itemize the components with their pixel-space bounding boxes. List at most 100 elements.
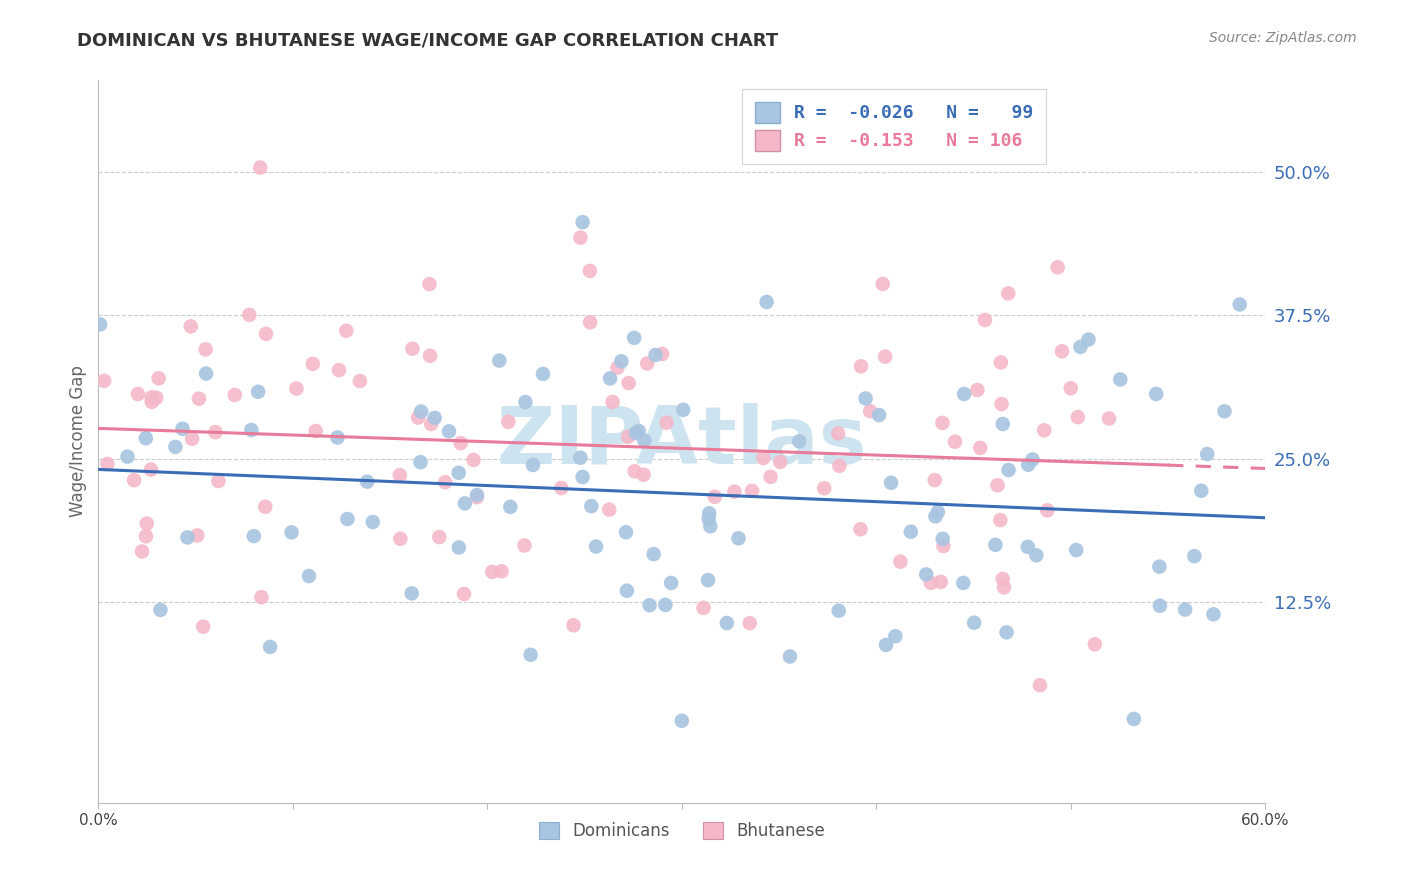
Point	[1067, 410, 1090, 425]
Point	[1189, 483, 1212, 498]
Point	[963, 615, 986, 630]
Text: DOMINICAN VS BHUTANESE WAGE/INCOME GAP CORRELATION CHART: DOMINICAN VS BHUTANESE WAGE/INCOME GAP C…	[77, 31, 779, 49]
Point	[259, 640, 281, 654]
Point	[752, 450, 775, 465]
Point	[1122, 712, 1144, 726]
Point	[195, 367, 218, 381]
Point	[599, 371, 621, 385]
Point	[697, 507, 720, 521]
Point	[617, 430, 640, 444]
Point	[1213, 404, 1236, 418]
Point	[571, 470, 593, 484]
Point	[1098, 411, 1121, 425]
Point	[1021, 452, 1043, 467]
Point	[131, 544, 153, 558]
Point	[1064, 543, 1087, 558]
Point	[931, 532, 953, 546]
Point	[423, 410, 446, 425]
Point	[149, 603, 172, 617]
Point	[1109, 372, 1132, 386]
Point	[1033, 423, 1056, 437]
Point	[148, 371, 170, 385]
Point	[1229, 297, 1251, 311]
Text: Source: ZipAtlas.com: Source: ZipAtlas.com	[1209, 31, 1357, 45]
Point	[602, 395, 624, 409]
Point	[250, 590, 273, 604]
Point	[759, 470, 782, 484]
Point	[465, 490, 488, 504]
Point	[401, 586, 423, 600]
Point	[498, 415, 520, 429]
Point	[1149, 559, 1171, 574]
Point	[389, 532, 412, 546]
Point	[692, 600, 714, 615]
Point	[1036, 503, 1059, 517]
Point	[254, 326, 277, 341]
Point	[406, 410, 429, 425]
Point	[889, 555, 911, 569]
Point	[176, 530, 198, 544]
Point	[875, 638, 897, 652]
Point	[139, 462, 162, 476]
Point	[997, 286, 1019, 301]
Point	[89, 318, 111, 332]
Point	[515, 395, 537, 409]
Point	[481, 565, 503, 579]
Point	[305, 424, 328, 438]
Point	[453, 587, 475, 601]
Point	[606, 360, 628, 375]
Point	[1144, 387, 1167, 401]
Point	[531, 367, 554, 381]
Point	[247, 384, 270, 399]
Point	[868, 408, 890, 422]
Point	[643, 547, 665, 561]
Point	[849, 359, 872, 374]
Point	[995, 625, 1018, 640]
Point	[755, 295, 778, 310]
Point	[1149, 599, 1171, 613]
Point	[127, 387, 149, 401]
Point	[716, 615, 738, 630]
Point	[953, 387, 976, 401]
Point	[697, 512, 720, 526]
Point	[813, 481, 835, 495]
Point	[361, 515, 384, 529]
Point	[194, 343, 217, 357]
Point	[855, 392, 877, 406]
Point	[122, 473, 145, 487]
Point	[927, 505, 949, 519]
Point	[249, 161, 271, 175]
Point	[165, 440, 187, 454]
Point	[738, 616, 761, 631]
Point	[96, 457, 118, 471]
Point	[141, 390, 163, 404]
Point	[1182, 549, 1205, 564]
Point	[654, 598, 676, 612]
Point	[1025, 549, 1047, 563]
Point	[280, 525, 302, 540]
Point	[633, 467, 655, 482]
Point	[633, 434, 655, 448]
Point	[984, 538, 1007, 552]
Point	[623, 331, 645, 345]
Point	[741, 483, 763, 498]
Point	[1060, 381, 1083, 395]
Point	[1174, 602, 1197, 616]
Point	[827, 426, 849, 441]
Point	[900, 524, 922, 539]
Point	[991, 572, 1014, 586]
Point	[254, 500, 277, 514]
Point	[966, 383, 988, 397]
Point	[991, 417, 1014, 431]
Point	[655, 416, 678, 430]
Point	[117, 450, 139, 464]
Point	[787, 434, 810, 449]
Point	[434, 475, 457, 490]
Point	[624, 426, 647, 441]
Point	[703, 490, 725, 504]
Point	[326, 430, 349, 444]
Point	[447, 541, 470, 555]
Point	[828, 604, 851, 618]
Point	[1202, 607, 1225, 622]
Point	[238, 308, 260, 322]
